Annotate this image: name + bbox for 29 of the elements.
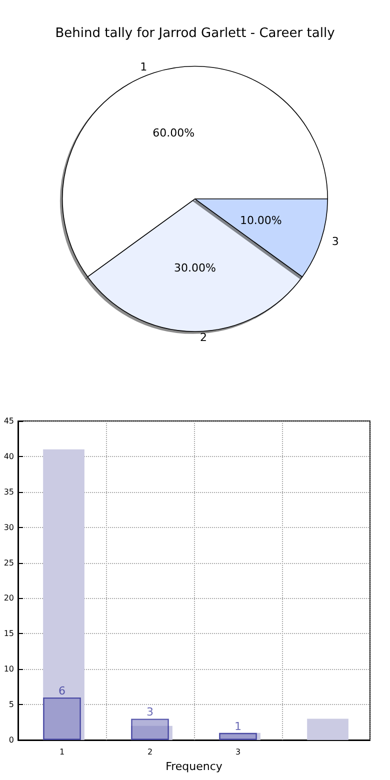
x-tick-label: 1 (59, 748, 65, 756)
chart-title: Behind tally for Jarrod Garlett - Career tally (55, 26, 336, 41)
x-tick-label: 2 (147, 748, 153, 756)
bar (43, 697, 81, 740)
data-label: 3 (146, 706, 154, 719)
y-tick-label: 0 (8, 736, 14, 744)
data-label: 10.00% (240, 214, 282, 227)
y-tick-label: 45 (4, 416, 14, 426)
y-tick-label: 5 (8, 700, 14, 710)
slice-label: 1 (140, 60, 148, 74)
bar (307, 718, 348, 740)
bar (131, 718, 169, 740)
slice-label: 2 (200, 331, 207, 344)
slice-label: 3 (332, 235, 339, 248)
data-label: 1 (234, 720, 242, 733)
bar (131, 726, 172, 740)
y-tick-label: 40 (4, 452, 14, 461)
bar (43, 449, 84, 740)
data-label: 6 (58, 684, 66, 698)
y-tick-label: 35 (4, 487, 14, 496)
x-tick-label: 3 (235, 748, 241, 756)
x-axis-title: Frequency (166, 760, 223, 773)
y-tick-label: 20 (4, 594, 14, 603)
y-tick-label: 10 (4, 664, 14, 674)
data-label: 60.00% (152, 126, 195, 140)
y-tick-label: 15 (4, 629, 14, 638)
data-label: 30.00% (174, 262, 216, 275)
y-tick-label: 25 (4, 558, 14, 568)
y-tick-label: 30 (4, 522, 14, 532)
